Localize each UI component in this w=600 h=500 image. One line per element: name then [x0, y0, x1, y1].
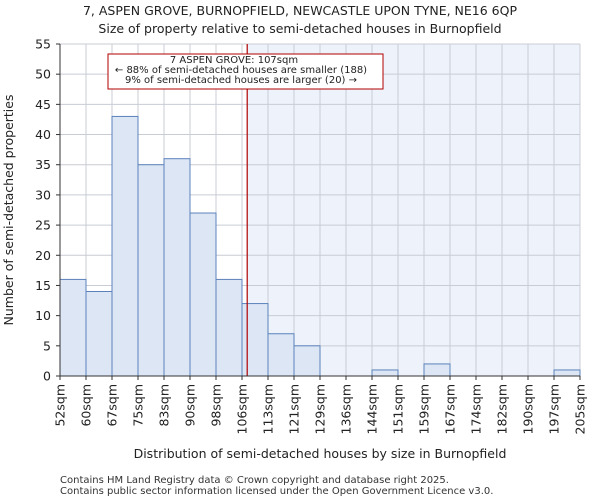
y-tick-label: 30	[35, 187, 51, 202]
x-tick-label: 90sqm	[183, 384, 198, 427]
annotation-box: 7 ASPEN GROVE: 107sqm ← 88% of semi-deta…	[107, 53, 384, 90]
footer-line-1: Contains HM Land Registry data © Crown c…	[60, 475, 449, 486]
annotation-line-3: 9% of semi-detached houses are larger (2…	[125, 75, 357, 86]
x-tick-label: 197sqm	[547, 384, 562, 434]
y-tick-label: 20	[35, 248, 51, 263]
x-tick-label: 67sqm	[105, 384, 120, 427]
y-tick-label: 35	[35, 157, 51, 172]
title-line-1: 7, ASPEN GROVE, BURNOPFIELD, NEWCASTLE U…	[83, 3, 518, 18]
y-tick-label: 55	[35, 37, 51, 52]
x-tick-label: 182sqm	[495, 384, 510, 434]
x-tick-label: 83sqm	[157, 384, 172, 427]
x-tick-label: 174sqm	[469, 384, 484, 434]
x-tick-label: 190sqm	[521, 384, 536, 434]
y-tick-label: 15	[35, 278, 51, 293]
x-tick-label: 167sqm	[443, 384, 458, 434]
footer: Contains HM Land Registry data © Crown c…	[60, 475, 493, 497]
histogram-bar	[215, 278, 243, 377]
y-axis-label: Number of semi-detached properties	[1, 95, 16, 326]
x-tick-label: 136sqm	[339, 384, 354, 434]
plot-area: 0 5 10 15 20 25 30 35 40 45 50 55 52sqm 60sqm 67sqm 75s…	[35, 37, 587, 435]
x-axis-label: Distribution of semi-detached houses by …	[134, 446, 507, 461]
x-tick-label: 151sqm	[391, 384, 406, 434]
x-tick-label: 205sqm	[573, 384, 588, 434]
annotation-line-2: ← 88% of semi-detached houses are smalle…	[115, 65, 367, 76]
footer-line-2: Contains public sector information licen…	[60, 486, 493, 497]
x-tick-label: 75sqm	[131, 384, 146, 427]
x-tick-label: 129sqm	[313, 384, 328, 434]
x-tick-label: 121sqm	[287, 384, 302, 434]
histogram-bar	[553, 369, 581, 377]
histogram-bar	[59, 278, 87, 377]
y-tick-label: 25	[35, 218, 51, 233]
histogram-bar	[267, 333, 295, 377]
x-tick-label: 159sqm	[417, 384, 432, 434]
y-tick-label: 5	[43, 338, 51, 353]
histogram-bar	[85, 290, 113, 377]
histogram-bar	[137, 164, 165, 377]
x-tick-label: 98sqm	[209, 384, 224, 427]
y-tick-label: 50	[35, 67, 51, 82]
histogram-bar	[423, 363, 451, 377]
histogram-bar	[241, 303, 269, 377]
histogram-bar	[293, 345, 321, 377]
annotation-border	[107, 53, 384, 90]
y-tick-label: 0	[43, 369, 51, 384]
y-tick-label: 40	[35, 127, 51, 142]
x-tick-label: 144sqm	[365, 384, 380, 434]
chart-title: 7, ASPEN GROVE, BURNOPFIELD, NEWCASTLE U…	[83, 3, 518, 36]
x-tick-label: 52sqm	[53, 384, 68, 427]
larger-region-highlight	[247, 44, 580, 376]
title-line-2: Size of property relative to semi-detach…	[98, 21, 501, 36]
x-tick-label: 60sqm	[79, 384, 94, 427]
histogram-bar	[163, 158, 191, 377]
y-tick-label: 10	[35, 308, 51, 323]
y-tick-label: 45	[35, 97, 51, 112]
x-tick-label: 106sqm	[235, 384, 250, 434]
histogram-bar	[189, 212, 217, 377]
histogram-bar	[111, 115, 139, 377]
annotation-line-1: 7 ASPEN GROVE: 107sqm	[170, 55, 298, 66]
x-tick-label: 113sqm	[261, 384, 276, 434]
histogram-bar	[371, 369, 399, 377]
